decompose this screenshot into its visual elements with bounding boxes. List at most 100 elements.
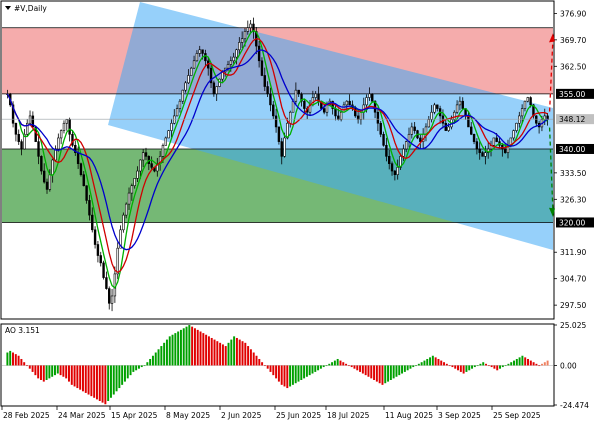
candle bbox=[74, 140, 77, 156]
ao-bar bbox=[157, 349, 160, 366]
ao-bar bbox=[160, 346, 163, 366]
candle bbox=[257, 40, 261, 68]
ao-bar bbox=[213, 339, 216, 366]
ao-y-tick-label: 0.00 bbox=[560, 361, 577, 370]
ao-bar bbox=[146, 362, 149, 366]
candle bbox=[88, 194, 91, 221]
main-plot-area bbox=[2, 2, 555, 312]
ao-bar bbox=[532, 362, 535, 366]
ma-fast-line bbox=[6, 29, 548, 289]
candle bbox=[141, 148, 145, 168]
x-tick-label: 25 Sep 2025 bbox=[493, 411, 541, 420]
ao-bar bbox=[272, 365, 275, 376]
ao-bar bbox=[233, 336, 236, 366]
chevron-down-icon[interactable] bbox=[5, 6, 11, 10]
candle bbox=[150, 156, 153, 170]
ao-bar bbox=[151, 355, 154, 366]
candle bbox=[212, 80, 216, 97]
ao-bar bbox=[286, 365, 289, 389]
candle bbox=[190, 66, 193, 76]
candle bbox=[238, 37, 241, 54]
ao-bar bbox=[210, 337, 213, 366]
ao-bar bbox=[429, 357, 432, 366]
ao-bar bbox=[98, 365, 101, 402]
candle bbox=[144, 147, 148, 161]
ao-bar bbox=[515, 358, 518, 366]
x-tick-label: 3 Sep 2025 bbox=[438, 411, 481, 420]
candle bbox=[390, 161, 394, 176]
ao-bar bbox=[70, 365, 73, 385]
candle bbox=[195, 50, 199, 62]
candle bbox=[379, 121, 382, 138]
ao-bar bbox=[479, 363, 482, 366]
candle bbox=[62, 120, 66, 134]
ao-bar bbox=[115, 365, 118, 392]
ao-bar bbox=[381, 365, 384, 385]
candle bbox=[294, 82, 298, 106]
ao-plot-area bbox=[2, 325, 553, 405]
ao-bar bbox=[291, 365, 294, 385]
ao-bar bbox=[459, 365, 462, 372]
ao-bar bbox=[230, 339, 233, 366]
candle bbox=[475, 138, 479, 155]
ao-bar bbox=[42, 365, 45, 382]
candle bbox=[368, 87, 371, 101]
candle bbox=[260, 57, 264, 77]
candle bbox=[204, 49, 207, 67]
candle bbox=[297, 89, 300, 98]
ao-bar bbox=[518, 357, 521, 366]
candle bbox=[20, 139, 23, 156]
candle bbox=[105, 271, 108, 290]
ao-bar bbox=[426, 358, 429, 366]
ao-bar bbox=[482, 362, 485, 366]
ao-bar bbox=[54, 365, 56, 376]
ao-bar bbox=[541, 363, 543, 366]
candle bbox=[124, 202, 128, 219]
ao-bar bbox=[28, 365, 31, 369]
ao-bar bbox=[305, 365, 308, 377]
candle bbox=[413, 121, 416, 134]
candle bbox=[455, 100, 459, 114]
candle bbox=[122, 212, 125, 233]
candle bbox=[274, 108, 278, 133]
ao-bar bbox=[311, 365, 314, 374]
x-tick-label: 15 Apr 2025 bbox=[111, 411, 158, 420]
candle bbox=[461, 97, 464, 110]
x-tick-label: 8 May 2025 bbox=[166, 411, 210, 420]
ao-bar bbox=[258, 358, 261, 366]
trend-channel bbox=[108, 2, 553, 250]
candle bbox=[59, 129, 63, 145]
ao-bar bbox=[135, 365, 138, 371]
candle bbox=[14, 122, 18, 142]
ao-bar bbox=[23, 362, 26, 366]
ao-panel bbox=[0, 323, 555, 407]
ao-bar bbox=[473, 365, 476, 368]
ao-bar bbox=[277, 365, 280, 382]
ao-bar bbox=[314, 365, 317, 372]
ao-bar bbox=[339, 360, 342, 366]
ao-bar bbox=[154, 352, 157, 366]
y-tick-label: 333.50 bbox=[560, 169, 586, 178]
candle bbox=[512, 129, 515, 141]
level-tag-label: 320.00 bbox=[559, 218, 585, 227]
ao-bar bbox=[350, 365, 353, 368]
candle bbox=[136, 166, 139, 182]
ao-bar bbox=[356, 365, 359, 371]
candle bbox=[283, 132, 286, 158]
ao-bar bbox=[266, 365, 269, 369]
candle bbox=[164, 136, 167, 146]
candle bbox=[54, 145, 57, 162]
candle bbox=[535, 115, 538, 127]
ao-bar bbox=[188, 325, 191, 366]
ao-bar bbox=[451, 365, 454, 368]
ao-bar bbox=[336, 358, 339, 366]
ao-bar bbox=[409, 365, 412, 369]
candle bbox=[96, 240, 100, 263]
ao-y-tick-label: -24.474 bbox=[560, 401, 589, 410]
ao-bar bbox=[40, 365, 42, 380]
ao-bar bbox=[389, 365, 392, 380]
ao-bar bbox=[227, 342, 230, 366]
candle bbox=[393, 169, 397, 181]
ao-bar bbox=[465, 365, 468, 372]
